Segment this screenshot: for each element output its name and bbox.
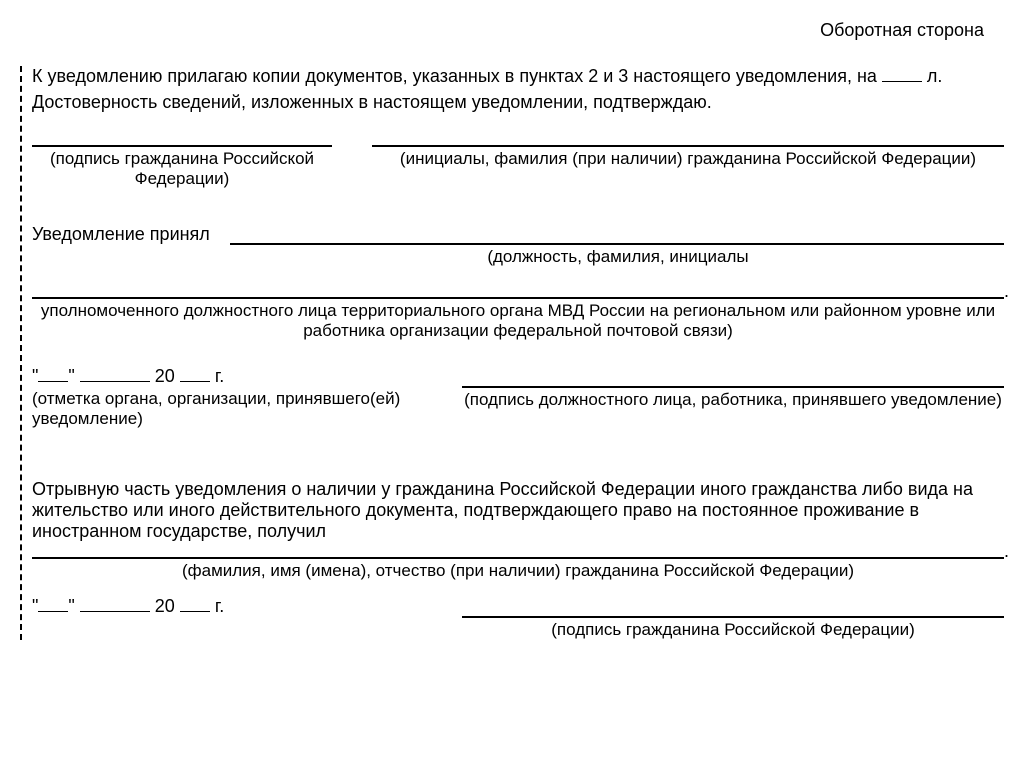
accepted-line[interactable] bbox=[230, 243, 1004, 245]
citizen-signature-caption: (подпись гражданина Российской Федерации… bbox=[32, 149, 332, 189]
accepted-label: Уведомление принял bbox=[32, 224, 230, 245]
citizen-name-caption: (инициалы, фамилия (при наличии) граждан… bbox=[372, 149, 1004, 169]
page-header: Оборотная сторона bbox=[20, 20, 1004, 41]
form-content: К уведомлению прилагаю копии документов,… bbox=[20, 66, 1004, 640]
date-and-official-row: "" 20 г. (отметка органа, организации, п… bbox=[32, 366, 1004, 429]
citizen-signature-row: (подпись гражданина Российской Федерации… bbox=[32, 143, 1004, 189]
date-line-2: "" 20 г. bbox=[32, 596, 412, 617]
date-line-1: "" 20 г. bbox=[32, 366, 412, 387]
year-blank-2[interactable] bbox=[180, 611, 210, 612]
line-dot: . bbox=[1004, 281, 1009, 302]
accepted-row: Уведомление принял bbox=[32, 224, 1004, 245]
date-g-1: г. bbox=[215, 366, 224, 386]
sheets-blank[interactable] bbox=[882, 81, 922, 82]
official-signature-caption: (подпись должностного лица, работника, п… bbox=[462, 390, 1004, 410]
fio-line[interactable]: . bbox=[32, 557, 1004, 559]
authority-caption: уполномоченного должностного лица террит… bbox=[32, 301, 1004, 341]
attachments-text-a: К уведомлению прилагаю копии документов,… bbox=[32, 66, 882, 86]
attachments-text-b: л. bbox=[927, 66, 943, 86]
year-blank-1[interactable] bbox=[180, 381, 210, 382]
citizen-signature-line[interactable] bbox=[32, 143, 332, 147]
authority-line[interactable]: . bbox=[32, 297, 1004, 299]
confirmation-text: Достоверность сведений, изложенных в нас… bbox=[32, 92, 1004, 113]
citizen-signature-line-2[interactable] bbox=[462, 614, 1004, 618]
attachments-paragraph: К уведомлению прилагаю копии документов,… bbox=[32, 66, 1004, 87]
date-g-2: г. bbox=[215, 596, 224, 616]
month-blank-2[interactable] bbox=[80, 611, 150, 612]
month-blank-1[interactable] bbox=[80, 381, 150, 382]
official-signature-line[interactable] bbox=[462, 384, 1004, 388]
day-blank-1[interactable] bbox=[38, 381, 68, 382]
line-dot-2: . bbox=[1004, 541, 1009, 562]
fio-caption: (фамилия, имя (имена), отчество (при нал… bbox=[32, 561, 1004, 581]
date-and-citizen-row: "" 20 г. (подпись гражданина Российской … bbox=[32, 596, 1004, 640]
stamp-caption: (отметка органа, организации, принявшего… bbox=[32, 389, 412, 429]
accepted-caption: (должность, фамилия, инициалы bbox=[32, 247, 1004, 267]
citizen-signature-caption-2: (подпись гражданина Российской Федерации… bbox=[462, 620, 1004, 640]
date-20-1: 20 bbox=[155, 366, 175, 386]
tearoff-paragraph: Отрывную часть уведомления о наличии у г… bbox=[32, 479, 1004, 542]
citizen-name-line[interactable] bbox=[372, 143, 1004, 147]
day-blank-2[interactable] bbox=[38, 611, 68, 612]
date-20-2: 20 bbox=[155, 596, 175, 616]
